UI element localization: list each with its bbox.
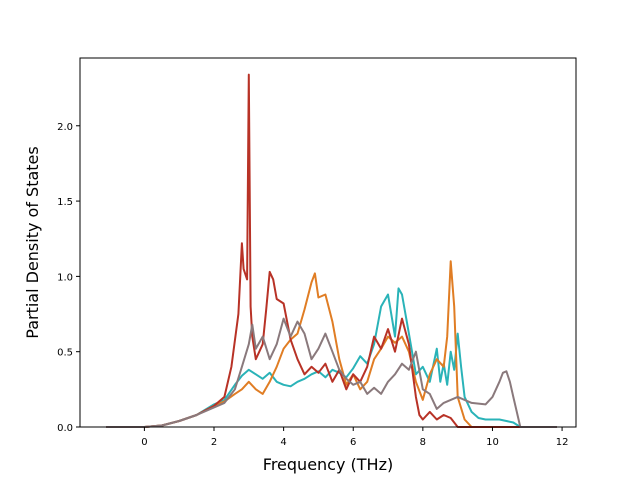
series-layer — [106, 73, 557, 428]
y-axis-ticks: 0.0 0.5 1.0 1.5 2.0 — [57, 122, 80, 434]
series-line-1 — [106, 287, 557, 428]
y-tick-label: 2.0 — [57, 122, 73, 133]
x-tick-label: 0 — [141, 437, 147, 448]
series-line-4 — [106, 317, 557, 428]
x-tick-label: 2 — [211, 437, 217, 448]
x-tick-label: 6 — [350, 437, 356, 448]
x-tick-label: 4 — [280, 437, 286, 448]
x-tick-label: 12 — [556, 437, 569, 448]
x-axis-ticks: 0 2 4 6 8 10 12 — [141, 427, 568, 448]
x-tick-label: 10 — [486, 437, 499, 448]
y-tick-label: 0.0 — [57, 423, 73, 434]
x-tick-label: 8 — [420, 437, 426, 448]
x-axis-label: Frequency (THz) — [263, 455, 393, 474]
y-tick-label: 1.0 — [57, 272, 73, 283]
plot-frame — [79, 57, 577, 428]
y-axis-label: Partial Density of States — [23, 146, 42, 338]
series-line-3 — [106, 73, 557, 428]
y-tick-label: 0.5 — [57, 348, 73, 359]
y-tick-label: 1.5 — [57, 197, 73, 208]
series-line-2 — [106, 260, 557, 428]
